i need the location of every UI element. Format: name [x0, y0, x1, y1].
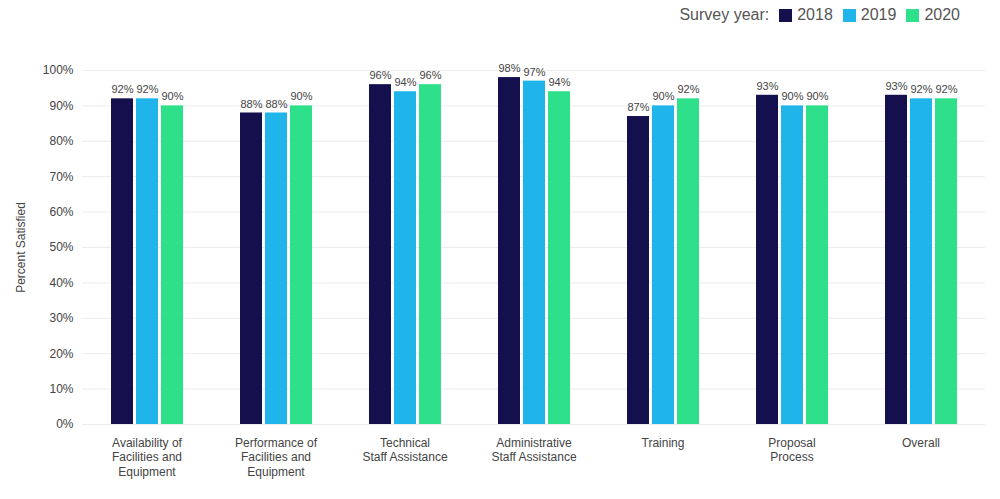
- svg-text:96%: 96%: [419, 69, 441, 81]
- svg-text:90%: 90%: [49, 99, 73, 113]
- svg-text:Percent Satisfied: Percent Satisfied: [14, 202, 28, 293]
- svg-text:96%: 96%: [369, 69, 391, 81]
- svg-text:30%: 30%: [49, 311, 73, 325]
- svg-text:92%: 92%: [677, 83, 699, 95]
- svg-text:87%: 87%: [627, 101, 649, 113]
- svg-text:90%: 90%: [290, 90, 312, 102]
- html-text:2019: 2019: [860, 6, 897, 23]
- svg-text:93%: 93%: [885, 80, 907, 92]
- svg-text:90%: 90%: [652, 90, 674, 102]
- svg-text:94%: 94%: [394, 76, 416, 88]
- svg-text:10%: 10%: [49, 382, 73, 396]
- svg-text:88%: 88%: [265, 98, 287, 110]
- svg-text:90%: 90%: [806, 90, 828, 102]
- svg-text:90%: 90%: [161, 90, 183, 102]
- svg-text:92%: 92%: [910, 83, 932, 95]
- svg-text:0%: 0%: [56, 417, 74, 431]
- svg-text:94%: 94%: [548, 76, 570, 88]
- svg-text:AdministrativeStaff Assistance: AdministrativeStaff Assistance: [491, 436, 576, 464]
- svg-text:93%: 93%: [756, 80, 778, 92]
- svg-text:97%: 97%: [523, 66, 545, 78]
- svg-text:90%: 90%: [781, 90, 803, 102]
- svg-text:92%: 92%: [136, 83, 158, 95]
- svg-text:Training: Training: [642, 436, 685, 450]
- html-text:2020: 2020: [924, 6, 960, 23]
- svg-text:80%: 80%: [49, 134, 73, 148]
- svg-text:60%: 60%: [49, 205, 73, 219]
- svg-text:20%: 20%: [49, 347, 73, 361]
- svg-text:92%: 92%: [111, 83, 133, 95]
- svg-text:70%: 70%: [49, 170, 73, 184]
- svg-text:TechnicalStaff Assistance: TechnicalStaff Assistance: [362, 436, 447, 464]
- svg-text:Performance ofFacilities andEq: Performance ofFacilities andEquipment: [235, 436, 318, 479]
- html-text:Survey year:: Survey year:: [679, 6, 770, 23]
- svg-text:100%: 100%: [43, 63, 74, 77]
- svg-text:ProposalProcess: ProposalProcess: [768, 436, 815, 464]
- svg-text:Overall: Overall: [902, 436, 940, 450]
- svg-text:Availability ofFacilities andE: Availability ofFacilities andEquipment: [112, 436, 183, 479]
- html-text:2018: 2018: [797, 6, 833, 23]
- svg-text:40%: 40%: [49, 276, 73, 290]
- svg-text:92%: 92%: [935, 83, 957, 95]
- svg-text:88%: 88%: [240, 98, 262, 110]
- svg-text:98%: 98%: [498, 62, 520, 74]
- svg-text:50%: 50%: [49, 240, 73, 254]
